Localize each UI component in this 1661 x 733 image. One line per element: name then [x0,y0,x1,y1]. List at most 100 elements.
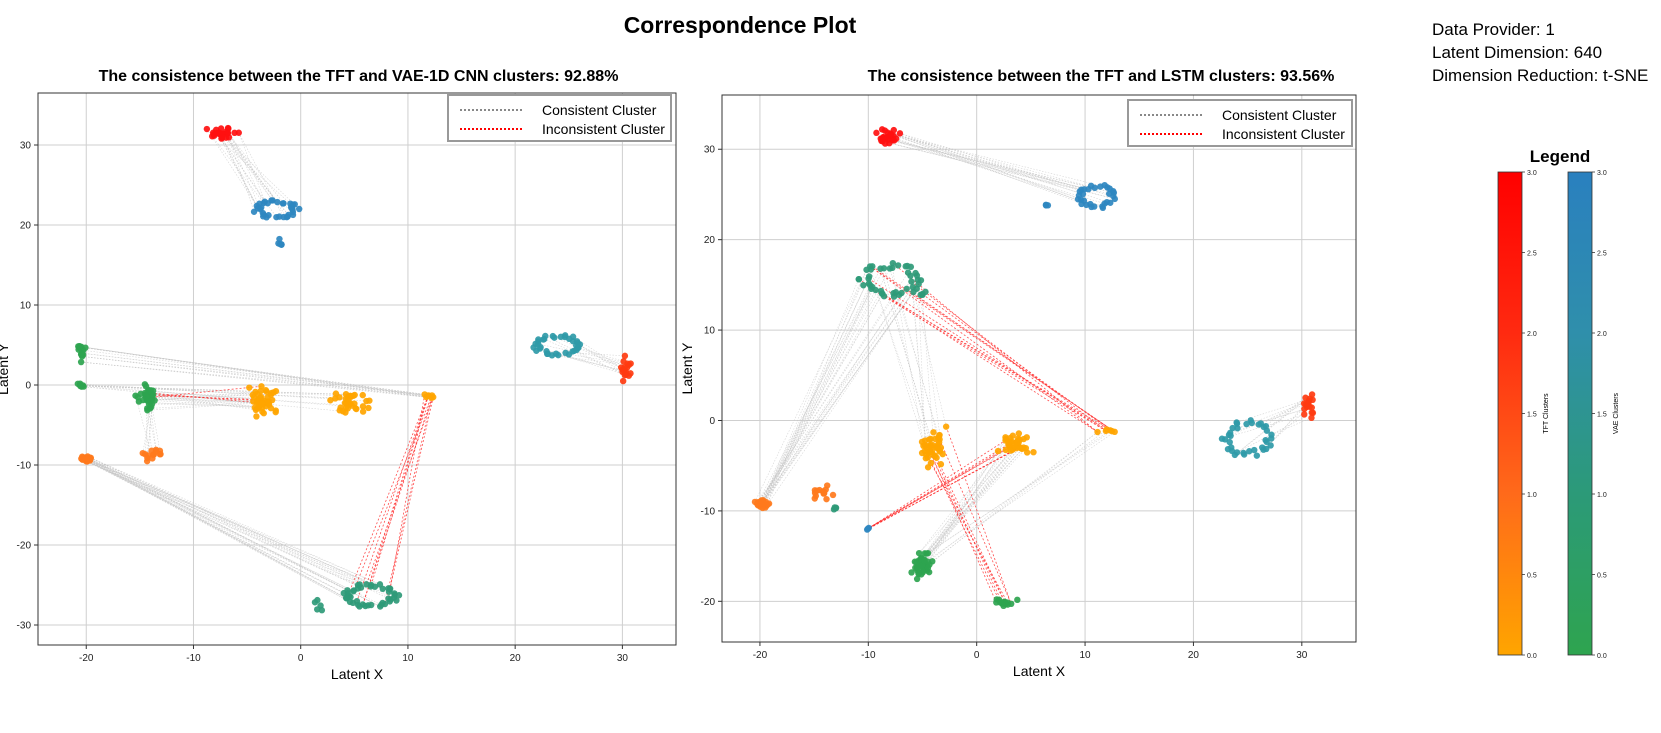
data-point [937,461,945,468]
data-point [621,371,629,379]
inconsistent-link [945,426,1012,604]
data-point [1023,434,1030,441]
consistent-link [762,268,885,503]
data-point [927,444,934,451]
data-point [363,581,370,588]
consistent-link [892,267,926,452]
data-point [250,208,258,215]
data-point [1255,421,1262,428]
consistent-link [890,133,1085,190]
consistent-link [756,296,895,505]
data-point [1234,425,1241,432]
consistent-link [766,280,922,506]
data-point [327,397,334,404]
cluster-tft-cluster-0 [246,383,280,420]
consistent-link [83,457,381,585]
data-point [84,455,92,462]
data-point [903,285,910,293]
data-point [1016,436,1023,444]
data-point [912,269,919,277]
consistent-link [85,460,359,586]
consistent-link [225,137,273,201]
data-provider-label: Data Provider: 1 [1432,20,1555,39]
data-point [1110,192,1117,200]
y-tick-label: -20 [17,541,32,552]
data-point [1251,446,1258,454]
scatter-plot-right: -20 -10 0 10 20 30 -20 -10 0 10 20 30 Latent X Latent… [680,94,1357,679]
data-point [886,265,894,272]
data-point [619,377,627,385]
consistent-link [135,395,153,459]
data-point [932,443,939,451]
x-tick-label: -10 [186,653,201,664]
consistent-link [88,458,347,599]
x-axis-label: Latent X [1013,663,1066,679]
data-point [921,557,928,564]
data-point [925,436,933,443]
colorbar-tick-label: 1.0 [1527,492,1537,499]
data-point [540,336,547,343]
inconsistent-link [148,385,262,399]
inconsistent-link [867,435,1014,530]
data-point [1268,431,1275,438]
data-point [924,549,932,557]
data-point [269,197,276,204]
inconsistent-link [869,266,1098,433]
consistent-link [887,132,1095,189]
cluster-lstm-cluster-3 [1074,181,1119,212]
legend-box [447,94,672,142]
consistent-link [90,457,381,585]
inconsistent-link [353,395,433,592]
data-point [922,455,930,462]
consistent-link [1263,397,1306,428]
x-tick-label: 10 [1079,650,1091,661]
y-tick-label: -20 [701,597,716,608]
inconsistent-link [867,438,1019,530]
data-point [918,562,926,569]
data-point [141,381,149,388]
consistent-link [885,138,1115,200]
data-point [314,596,321,604]
consistent-link [226,131,273,201]
cluster-lstm-cluster-0 [908,549,936,583]
inconsistent-link [858,278,1098,433]
data-point [898,289,905,297]
data-point [572,342,580,349]
consistent-link [83,457,351,603]
dimension-reduction-label: Dimension Reduction: t-SNE [1432,66,1649,85]
plot-frame [721,94,1357,643]
cluster-tft-cluster-3 [203,124,242,142]
consistent-link [83,385,346,399]
data-point [1015,430,1023,437]
y-tick-label: 0 [709,416,715,427]
data-point [296,205,303,213]
consistent-link [921,430,1111,559]
consistent-link [926,430,1113,554]
consistent-link [80,385,351,397]
inconsistent-link [356,395,429,602]
data-point [385,595,392,602]
consistent-link [883,137,1114,197]
consistent-link [1221,402,1309,439]
consistent-link [152,397,257,403]
x-tick-label: 20 [1188,650,1200,661]
data-point [255,404,262,411]
y-tick-label: -10 [701,506,716,517]
data-point [272,408,279,416]
data-point [259,408,266,415]
data-point [824,482,831,489]
cluster-tft-cluster-1b [811,482,837,503]
data-point [1022,444,1030,452]
data-point [1233,420,1241,427]
data-point [356,603,363,610]
consistent-link [762,268,891,501]
data-point [925,568,933,576]
consistent-link [211,136,264,204]
colorbar-tick-label: 1.0 [1597,492,1607,499]
data-point [936,448,943,455]
cluster-tft-cluster-2 [1300,391,1317,422]
colorbar-tick-label: 2.5 [1527,251,1537,258]
data-point [757,500,764,507]
data-point [832,504,840,511]
consistent-link [754,269,867,503]
